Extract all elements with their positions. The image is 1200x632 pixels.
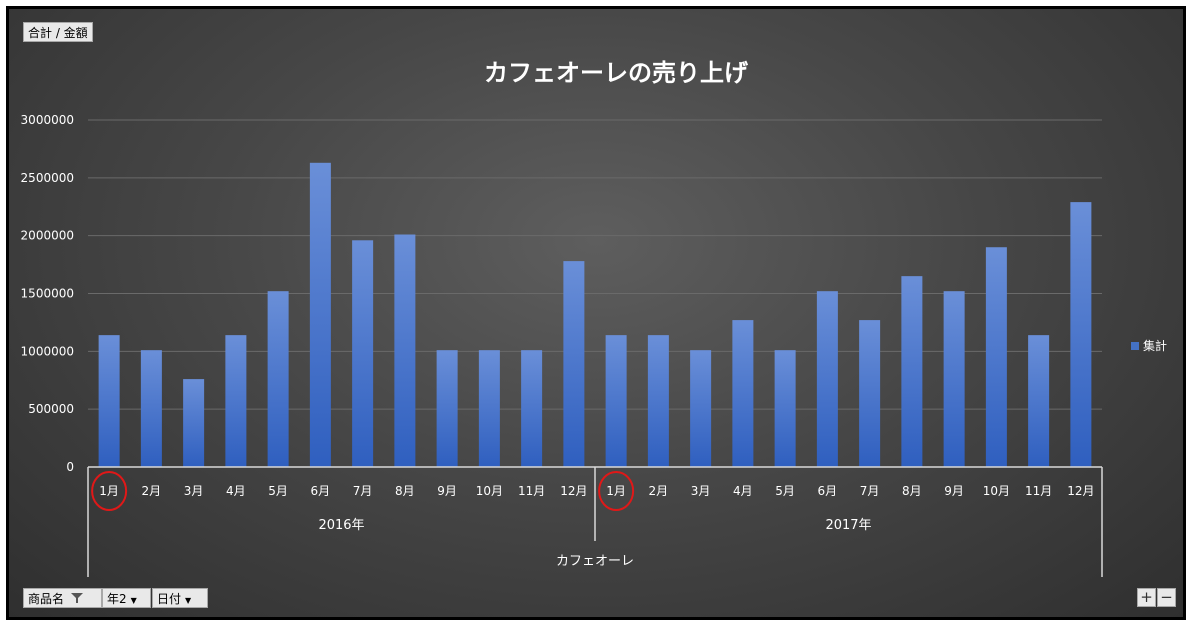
legend-label: 集計 — [1143, 338, 1167, 353]
bar[interactable] — [1028, 335, 1050, 467]
bar[interactable] — [183, 379, 205, 467]
y-tick-label: 1000000 — [21, 344, 74, 358]
outer-group-label: カフェオーレ — [556, 554, 634, 569]
highlight-circle — [598, 471, 635, 511]
x-tick-label: 2月 — [649, 484, 669, 498]
x-tick-label: 1月 — [606, 484, 626, 498]
bar[interactable] — [605, 335, 627, 467]
filter-button-product-name[interactable]: 商品名 — [23, 588, 102, 608]
filter-label: 年2 — [107, 592, 127, 606]
x-tick-label: 3月 — [691, 484, 711, 498]
filter-funnel-icon — [70, 590, 84, 610]
group-label: 2017年 — [825, 518, 871, 533]
x-tick-label: 1月 — [99, 484, 119, 498]
x-tick-label: 9月 — [437, 484, 457, 498]
x-tick-label: 9月 — [944, 484, 964, 498]
bar[interactable] — [563, 261, 585, 467]
bar[interactable] — [309, 162, 331, 467]
value-field-button[interactable]: 合計 / 金額 — [23, 22, 93, 42]
bar[interactable] — [774, 350, 796, 467]
x-tick-label: 10月 — [983, 484, 1010, 498]
bar[interactable] — [647, 335, 669, 467]
group-label: 2016年 — [318, 518, 364, 533]
x-tick-label: 2月 — [142, 484, 162, 498]
y-tick-label: 2500000 — [21, 171, 74, 185]
y-tick-label: 0 — [66, 460, 74, 474]
bar[interactable] — [436, 350, 458, 467]
x-tick-label: 12月 — [1067, 484, 1094, 498]
dropdown-arrow-icon: ▼ — [130, 596, 137, 605]
bar[interactable] — [352, 240, 374, 467]
filter-button-date[interactable]: 日付 ▼ — [152, 588, 208, 608]
bar[interactable] — [225, 335, 247, 467]
bar[interactable] — [816, 291, 838, 467]
bar[interactable] — [985, 247, 1007, 467]
dropdown-arrow-icon: ▼ — [185, 596, 192, 605]
x-tick-label: 12月 — [560, 484, 587, 498]
bar[interactable] — [732, 320, 754, 467]
bar[interactable] — [690, 350, 712, 467]
collapse-minus-button[interactable]: − — [1157, 588, 1176, 607]
x-tick-label: 7月 — [353, 484, 373, 498]
x-tick-label: 7月 — [860, 484, 880, 498]
x-tick-label: 8月 — [395, 484, 415, 498]
bar[interactable] — [140, 350, 162, 467]
x-tick-label: 4月 — [733, 484, 753, 498]
x-tick-label: 10月 — [476, 484, 503, 498]
bar[interactable] — [1070, 202, 1092, 467]
bar[interactable] — [859, 320, 881, 467]
pivot-chart: カフェオーレの売り上げ 0 500000 1000000 1500000 2000000… — [21, 59, 1167, 577]
legend[interactable]: 集計 — [1131, 338, 1167, 353]
y-tick-label: 500000 — [28, 402, 74, 416]
filter-label: 日付 — [157, 592, 182, 606]
chart-title: カフェオーレの売り上げ — [484, 59, 749, 87]
x-tick-label: 11月 — [518, 484, 545, 498]
x-tick-label: 5月 — [775, 484, 795, 498]
x-tick-label: 6月 — [311, 484, 331, 498]
bar[interactable] — [478, 350, 500, 467]
legend-swatch — [1131, 342, 1139, 350]
y-tick-label: 2000000 — [21, 229, 74, 243]
x-tick-label: 6月 — [818, 484, 838, 498]
bar[interactable] — [98, 335, 120, 467]
x-tick-label: 11月 — [1025, 484, 1052, 498]
x-tick-label: 5月 — [268, 484, 288, 498]
filter-label: 商品名 — [28, 592, 65, 606]
bar[interactable] — [267, 291, 289, 467]
y-tick-label: 1500000 — [21, 287, 74, 301]
chart-frame: 合計 / 金額 カフェオーレの売り上げ 0 500000 1000000 150000… — [6, 6, 1186, 620]
bar[interactable] — [394, 234, 416, 467]
x-tick-label: 3月 — [184, 484, 204, 498]
y-tick-label: 3000000 — [21, 113, 74, 127]
filter-button-year[interactable]: 年2 ▼ — [102, 588, 151, 608]
x-tick-label: 8月 — [902, 484, 922, 498]
bar[interactable] — [521, 350, 543, 467]
expand-plus-button[interactable]: + — [1137, 588, 1156, 607]
bar[interactable] — [943, 291, 965, 467]
bar[interactable] — [901, 276, 923, 467]
x-tick-label: 4月 — [226, 484, 246, 498]
highlight-circle — [91, 471, 128, 511]
